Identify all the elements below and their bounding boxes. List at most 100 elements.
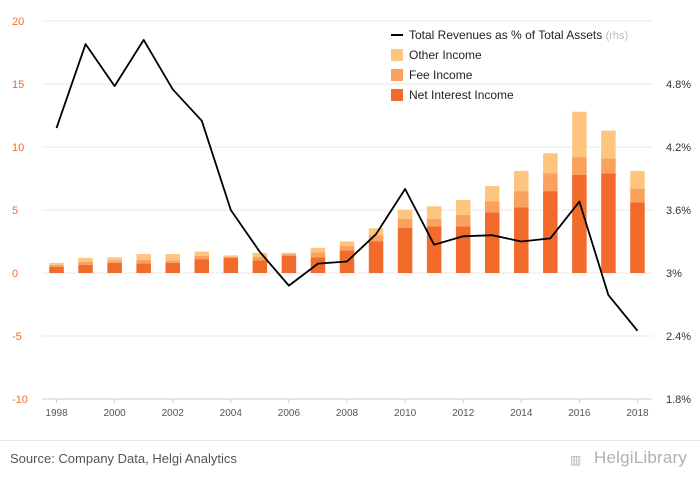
chart-svg: 20 15 10 5 0 -5 -10 4.8% 4.2% 3.6% 3% 2.4% 1.8% 1998 2… [12, 16, 691, 419]
bar-segment [78, 257, 93, 262]
bar-segment [49, 266, 64, 273]
brand-name: HelgiLibrary [594, 448, 688, 467]
bar-segment [252, 256, 268, 261]
bar-segment [630, 202, 645, 273]
legend-label: Fee Income [409, 68, 473, 82]
x-tick-label: 2012 [452, 408, 475, 419]
y-tick-label: 15 [12, 79, 24, 91]
bar-segment [426, 218, 442, 227]
bar-segment [601, 130, 616, 159]
bar-segment [601, 158, 616, 174]
bar-segment [310, 252, 326, 258]
bar-segment [543, 191, 558, 273]
x-tick-label: 2000 [103, 408, 126, 419]
bar-segment [107, 260, 122, 263]
y2-tick-label: 4.2% [666, 142, 691, 154]
source-note: Source: Company Data, Helgi Analytics [10, 451, 237, 466]
bar-segment [368, 241, 384, 273]
bar-segment [107, 257, 122, 261]
bar-segment [194, 255, 210, 260]
bar-segment [426, 206, 442, 219]
bar-segment [136, 254, 151, 260]
x-tick-label: 2004 [220, 408, 243, 419]
y2-tick-label: 2.4% [666, 331, 691, 343]
bar-segment [107, 262, 122, 273]
y2-tick-label: 3.6% [666, 205, 691, 217]
bar-segment [484, 201, 500, 213]
x-tick-label: 2002 [162, 408, 185, 419]
bar-segment [78, 264, 93, 273]
bar-segment [484, 212, 500, 273]
bar-segment [223, 257, 239, 273]
bar-segment [601, 173, 616, 273]
bar-segment [368, 228, 384, 236]
x-tick-label: 2014 [510, 408, 533, 419]
legend-label: Other Income [409, 48, 482, 62]
bar-segment [543, 153, 558, 174]
bar-segment [165, 254, 180, 261]
bar-segment [78, 261, 93, 265]
bar-segment [630, 188, 645, 203]
brand-logo: ▥ HelgiLibrary [570, 448, 687, 468]
bar-segment [455, 226, 471, 273]
bar-segment [49, 262, 64, 265]
y2-tick-label: 4.8% [666, 79, 691, 91]
legend-label: Net Interest Income [409, 88, 514, 102]
legend-swatch [391, 69, 403, 81]
bar-segment [397, 210, 413, 219]
bar-segment [165, 262, 180, 273]
x-tick-label: 2016 [568, 408, 591, 419]
bar-segment [194, 251, 210, 256]
bar-segment [514, 170, 529, 192]
bar-segment [281, 254, 297, 256]
y-tick-label: -10 [12, 394, 28, 406]
bar-segment [310, 247, 326, 253]
bar-segment [281, 255, 297, 273]
bar-segment [310, 257, 326, 273]
bar-segment [339, 241, 355, 246]
bar-segment [49, 264, 64, 267]
bar-segment [194, 259, 210, 273]
bar-segment [165, 260, 180, 263]
x-tick-label: 2010 [394, 408, 417, 419]
x-tick-label: 1998 [45, 408, 68, 419]
bar-segment [397, 227, 413, 273]
y-tick-label: 0 [12, 268, 18, 280]
legend-swatch [391, 89, 403, 101]
bar-segment [397, 218, 413, 228]
legend-rhs-suffix: (rhs) [606, 30, 629, 42]
bar-segment [368, 235, 384, 242]
bar-segment [630, 170, 645, 189]
y-tick-label: 10 [12, 142, 24, 154]
legend-swatch [391, 49, 403, 61]
y-tick-label: 20 [12, 16, 24, 28]
legend-label: Total Revenues as % of Total Assets (rhs… [409, 28, 628, 42]
bar-segment [514, 191, 529, 208]
line-series-total-revenues [55, 39, 639, 332]
bar-segment [543, 173, 558, 192]
x-tick-label: 2006 [278, 408, 301, 419]
y2-tick-label: 1.8% [666, 394, 691, 406]
y-tick-label: -5 [12, 331, 22, 343]
bar-segment [455, 199, 471, 216]
library-icon: ▥ [570, 453, 582, 467]
y2-tick-label: 3% [666, 268, 682, 280]
y-tick-label: 5 [12, 205, 18, 217]
x-tick-label: 2018 [626, 408, 649, 419]
bar-segment [223, 255, 239, 257]
bar-segment [339, 245, 355, 251]
bar-segment [572, 174, 587, 273]
bar-segment [252, 252, 268, 257]
bar-segment [252, 260, 268, 273]
bar-segment [455, 215, 471, 227]
bar-segment [281, 252, 297, 255]
bar-segment [572, 157, 587, 175]
footer-divider [0, 440, 700, 441]
bar-segment [136, 259, 151, 264]
bar-segment [223, 256, 239, 258]
bar-segment [572, 111, 587, 158]
bar-segment [514, 207, 529, 273]
bar-segment [136, 263, 151, 273]
x-tick-label: 2008 [336, 408, 359, 419]
